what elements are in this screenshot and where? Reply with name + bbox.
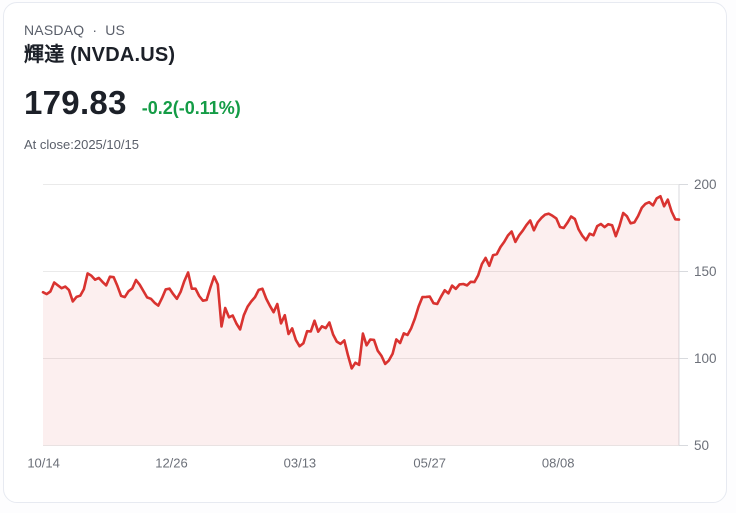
y-axis-label: 200 — [694, 177, 717, 192]
price-row: 179.83 -0.2(-0.11%) — [24, 85, 726, 121]
chart-container: 200 150 100 50 10/14 12/26 03/13 05/27 08/08 — [27, 177, 726, 479]
last-price: 179.83 — [24, 84, 127, 121]
stock-quote-card: NASDAQ · US 輝達 (NVDA.US) 179.83 -0.2(-0.… — [3, 2, 727, 503]
y-axis-label: 50 — [694, 438, 709, 453]
x-axis-label: 08/08 — [542, 456, 575, 471]
separator-dot: · — [92, 22, 98, 38]
close-timestamp: At close:2025/10/15 — [24, 137, 139, 152]
stock-title: 輝達 (NVDA.US) — [24, 44, 176, 66]
region-label: US — [105, 22, 126, 38]
y-axis-label: 100 — [694, 351, 717, 366]
price-change: -0.2(-0.11%) — [141, 98, 241, 118]
y-axis-label: 150 — [694, 264, 717, 279]
price-line — [41, 194, 681, 370]
x-axis-label: 05/27 — [413, 456, 446, 471]
x-axis-label: 03/13 — [284, 456, 317, 471]
x-axis-label: 12/26 — [155, 456, 188, 471]
x-axis-label: 10/14 — [27, 456, 60, 471]
exchange-label: NASDAQ — [24, 22, 85, 38]
exchange-row: NASDAQ · US — [24, 21, 726, 39]
price-chart-svg[interactable]: 200 150 100 50 10/14 12/26 03/13 05/27 08/08 — [27, 177, 725, 479]
price-area-fill — [43, 196, 679, 446]
